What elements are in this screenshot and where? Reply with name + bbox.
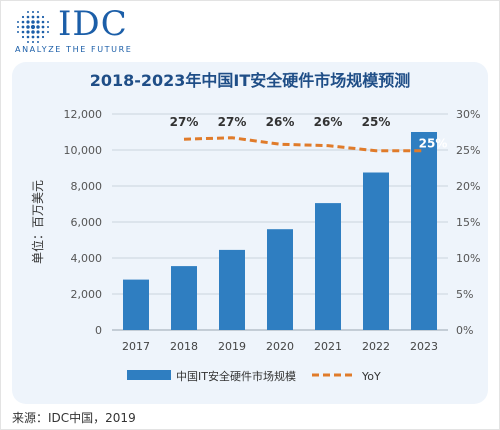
globe-dot: [41, 15, 45, 19]
y2-tick-label: 25%: [456, 144, 480, 157]
globe-dot: [41, 35, 45, 39]
globe-dot: [36, 35, 40, 39]
chart-title: 2018-2023年中国IT安全硬件市场规模预测: [90, 71, 411, 90]
globe-dot: [37, 11, 39, 13]
bar: [123, 279, 149, 330]
globe-dot: [31, 40, 35, 44]
globe-dot: [26, 20, 30, 24]
globe-dot: [36, 25, 40, 29]
globe-dot: [17, 31, 19, 33]
globe-dot: [27, 11, 29, 13]
globe-dot: [46, 25, 50, 29]
globe-dot: [41, 30, 45, 34]
globe-dot: [26, 30, 30, 34]
globe-dot: [36, 20, 40, 24]
x-tick-label: 2018: [170, 340, 198, 353]
y-tick-label: 4,000: [71, 252, 103, 265]
bar: [219, 249, 245, 330]
globe-dot: [26, 35, 30, 39]
globe-dot: [37, 41, 39, 43]
chart-svg: 2018-2023年中国IT安全硬件市场规模预测 0 2,000 4,000 6,000…: [30, 71, 480, 383]
y2-tick-label: 0%: [456, 324, 473, 337]
globe-dot: [36, 15, 40, 19]
globe-dot: [41, 20, 45, 24]
x-tick-label: 2023: [410, 340, 438, 353]
yoy-data-label: 26%: [266, 115, 295, 129]
globe-dot: [47, 31, 49, 33]
globe-dot: [26, 25, 30, 29]
y2-tick-label: 20%: [456, 180, 480, 193]
globe-dot: [16, 25, 20, 29]
globe-dot: [31, 10, 35, 14]
logo-brand: IDC: [58, 4, 128, 44]
globe-dot: [21, 20, 25, 24]
x-tick-label: 2019: [218, 340, 246, 353]
globe-dot: [47, 21, 49, 23]
x-tick-label: 2022: [362, 340, 390, 353]
y-tick-label: 2,000: [71, 288, 103, 301]
x-tick-label: 2017: [122, 340, 150, 353]
y-tick-label: 8,000: [71, 180, 103, 193]
bar: [267, 229, 293, 330]
logo-tagline: ANALYZE THE FUTURE: [15, 45, 133, 54]
y2-tick-label: 5%: [456, 288, 473, 301]
globe-dot: [17, 21, 19, 23]
yoy-data-label: 25%: [362, 115, 391, 129]
globe-dot: [27, 41, 29, 43]
chart-panel: 2018-2023年中国IT安全硬件市场规模预测 0 2,000 4,000 6,000…: [12, 62, 488, 404]
globe-dot: [26, 15, 30, 19]
y2-tick-label: 15%: [456, 216, 480, 229]
y2-tick-label: 10%: [456, 252, 480, 265]
y-tick-label: 0: [95, 324, 102, 337]
legend-swatch-bars: [127, 370, 171, 380]
globe-dot: [21, 25, 25, 29]
yoy-data-label: 26%: [314, 115, 343, 129]
yoy-data-label: 27%: [218, 115, 247, 129]
y-axis-label: 单位：百万美元: [30, 180, 45, 264]
y-tick-label: 12,000: [64, 108, 103, 121]
globe-dot: [21, 30, 25, 34]
yoy-data-label: 27%: [170, 115, 199, 129]
yoy-data-label: 25%: [419, 137, 448, 151]
globe-dot: [31, 15, 35, 19]
bar: [411, 132, 437, 330]
y2-tick-label: 30%: [456, 108, 480, 121]
y-tick-label: 10,000: [64, 144, 103, 157]
globe-dot: [31, 35, 35, 39]
globe-dots-icon: [16, 10, 50, 44]
bar: [363, 172, 389, 330]
globe-dot: [41, 25, 45, 29]
legend-label-yoy: YoY: [361, 370, 381, 383]
yoy-line: [183, 136, 424, 153]
source-note: 来源：IDC中国，2019: [12, 411, 136, 425]
legend-label-bars: 中国IT安全硬件市场规模: [176, 369, 296, 383]
idc-logo: IDC ANALYZE THE FUTURE: [14, 4, 164, 54]
globe-dot: [21, 35, 25, 39]
globe-dot: [31, 20, 35, 24]
y-tick-label: 6,000: [71, 216, 103, 229]
globe-dot: [30, 24, 36, 30]
globe-dot: [31, 30, 35, 34]
globe-dot: [21, 15, 25, 19]
bar: [315, 203, 341, 330]
x-tick-label: 2021: [314, 340, 342, 353]
globe-dot: [36, 30, 40, 34]
bar: [171, 266, 197, 330]
x-tick-label: 2020: [266, 340, 294, 353]
